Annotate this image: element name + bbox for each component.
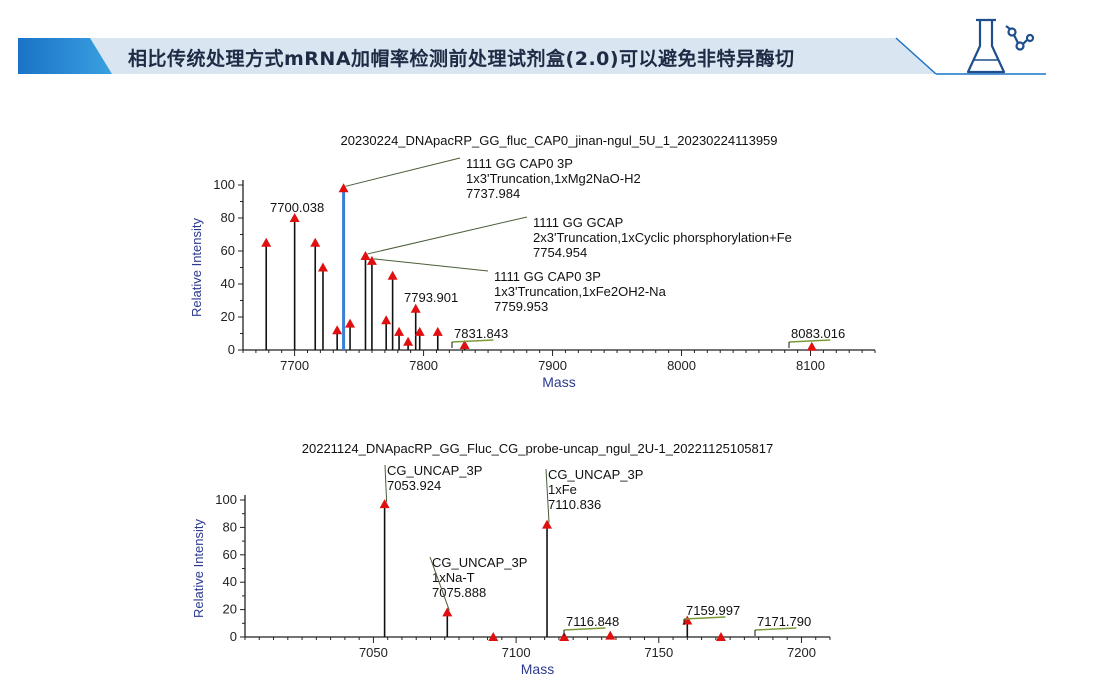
y-axis-label: Relative Intensity: [191, 519, 206, 618]
x-tick-label: 8100: [796, 358, 825, 373]
peak-annotation-text: 7759.953: [494, 299, 548, 314]
annotation-underline: [788, 339, 831, 343]
peak-annotation-text: 7110.836: [548, 497, 601, 512]
peak-marker: [381, 315, 392, 325]
peak-marker: [715, 632, 726, 641]
peak-annotation-text: CG_UNCAP_3P: [387, 463, 482, 478]
peak-annotation-text: 1111 GG CAP0 3P: [494, 269, 601, 284]
peak-annotation-text: 7700.038: [270, 200, 324, 215]
peak-annotation-text: 1xNa-T: [432, 570, 475, 585]
peak-annotation-text: 1111 GG CAP0 3P: [466, 156, 573, 171]
peak-marker: [559, 632, 570, 641]
y-tick-label: 60: [221, 243, 235, 258]
y-tick-label: 100: [213, 177, 235, 192]
y-tick-label: 80: [221, 210, 235, 225]
x-tick-label: 7100: [502, 645, 531, 660]
peak-marker: [488, 632, 499, 641]
annotation-underline: [683, 616, 726, 620]
peak-marker: [387, 270, 398, 280]
peak-annotation-text: 1x3'Truncation,1xFe2OH2-Na: [494, 284, 667, 299]
peak-marker: [345, 318, 356, 328]
peak-annotation-text: 7171.790: [757, 614, 811, 629]
annotation-leader-line: [384, 464, 388, 503]
header-light-band: [18, 38, 936, 74]
peak-annotation-text: CG_UNCAP_3P: [432, 555, 527, 570]
y-tick-label: 20: [221, 309, 235, 324]
y-tick-label: 20: [223, 602, 237, 617]
header-banner: 相比传统处理方式mRNA加帽率检测前处理试剂盒(2.0)可以避免非特异酶切: [0, 0, 1094, 90]
mass-spectrum-chart-1: 20230224_DNApacRP_GG_fluc_CAP0_jinan-ngu…: [189, 133, 876, 390]
x-axis-label: Mass: [542, 374, 575, 390]
mass-spectrum-chart-2: 20221124_DNApacRP_GG_Fluc_CG_probe-uncap…: [191, 441, 831, 677]
peak-marker: [403, 336, 414, 346]
y-tick-label: 60: [223, 547, 237, 562]
annotation-underline: [563, 627, 606, 631]
peak-marker: [410, 303, 421, 313]
annotation-leader-line: [345, 157, 461, 187]
x-tick-label: 7150: [644, 645, 673, 660]
x-tick-label: 8000: [667, 358, 696, 373]
annotation-leader-line: [367, 216, 528, 255]
peak-marker: [366, 255, 377, 265]
peak-marker: [459, 340, 470, 350]
annotation-underline: [451, 339, 494, 343]
peak-annotation-text: 7793.901: [404, 290, 458, 305]
peak-marker: [682, 615, 693, 625]
x-tick-label: 7200: [787, 645, 816, 660]
peak-marker: [379, 499, 390, 509]
peak-marker: [310, 237, 321, 247]
flask-molecule-icon: [966, 18, 1035, 74]
peak-marker: [261, 237, 272, 247]
peak-annotation-text: 7831.843: [454, 326, 508, 341]
peak-marker: [289, 213, 300, 222]
peak-annotation-text: CG_UNCAP_3P: [548, 467, 643, 482]
x-tick-label: 7700: [280, 358, 309, 373]
peak-marker: [542, 519, 553, 529]
annotation-leader-line: [373, 258, 489, 272]
x-axis-label: Mass: [521, 661, 554, 677]
peak-annotation-text: 7754.954: [533, 245, 587, 260]
peak-marker: [394, 326, 405, 336]
peak-marker: [360, 250, 371, 260]
peak-marker: [605, 630, 616, 640]
x-tick-label: 7050: [359, 645, 388, 660]
y-tick-label: 40: [221, 276, 235, 291]
y-axis-label: Relative Intensity: [189, 218, 204, 317]
peak-marker: [806, 341, 817, 351]
annotation-underline: [754, 627, 797, 631]
x-tick-label: 7800: [409, 358, 438, 373]
peak-annotation-text: 7159.997: [686, 603, 740, 618]
peak-marker: [332, 325, 343, 335]
header-accent-block: [18, 38, 112, 74]
peak-marker: [432, 326, 443, 336]
y-tick-label: 0: [228, 342, 235, 357]
y-tick-label: 80: [223, 519, 237, 534]
chart-title: 20221124_DNApacRP_GG_Fluc_CG_probe-uncap…: [302, 441, 773, 456]
chart-title: 20230224_DNApacRP_GG_fluc_CAP0_jinan-ngu…: [340, 133, 777, 148]
peak-annotation-text: 7053.924: [387, 478, 441, 493]
header-band: [18, 18, 1046, 75]
peak-annotation-text: 1xFe: [548, 482, 577, 497]
y-tick-label: 0: [230, 629, 237, 644]
annotation-leader-line: [429, 556, 450, 611]
peak-annotation-text: 8083.016: [791, 326, 845, 341]
peak-marker: [317, 262, 328, 272]
y-tick-label: 100: [215, 492, 237, 507]
peak-annotation-text: 1111 GG GCAP: [533, 215, 623, 230]
annotation-leader-line: [545, 468, 550, 523]
y-tick-label: 40: [223, 574, 237, 589]
page-title: 相比传统处理方式mRNA加帽率检测前处理试剂盒(2.0)可以避免非特异酶切: [128, 48, 795, 70]
peak-annotation-text: 7116.848: [566, 614, 619, 629]
peak-marker: [338, 183, 349, 193]
peak-annotation-text: 1x3'Truncation,1xMg2NaO-H2: [466, 171, 641, 186]
peak-marker: [414, 326, 425, 336]
peak-annotation-text: 7075.888: [432, 585, 486, 600]
peak-annotation-text: 2x3'Truncation,1xCyclic phorsphorylation…: [533, 230, 792, 245]
peak-marker: [442, 607, 453, 617]
x-tick-label: 7900: [538, 358, 567, 373]
peak-annotation-text: 7737.984: [466, 186, 520, 201]
